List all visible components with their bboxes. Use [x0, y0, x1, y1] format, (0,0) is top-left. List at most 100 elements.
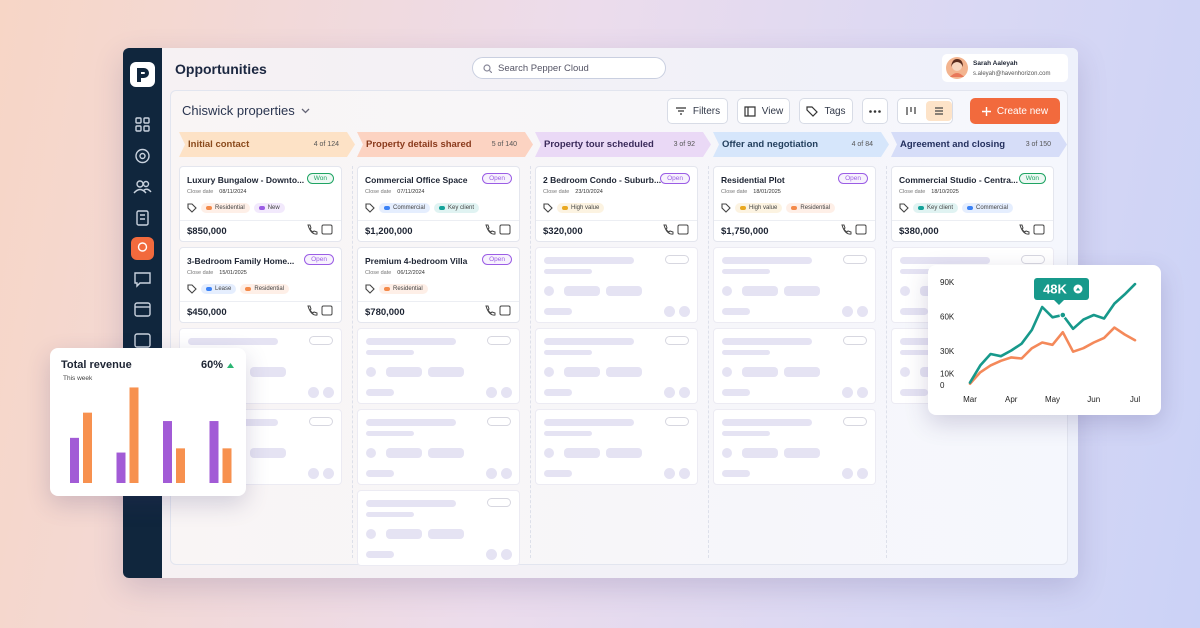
- placeholder-card: [357, 409, 520, 485]
- placeholder-bar: [722, 338, 812, 345]
- deal-card[interactable]: Luxury Bungalow - Downto... Won Close date…: [179, 166, 342, 242]
- phone-icon: [485, 224, 496, 235]
- placeholder-bar: [250, 448, 286, 458]
- tag-icon: [899, 203, 909, 213]
- placeholder-bar: [366, 389, 394, 396]
- placeholder-bar: [501, 468, 512, 479]
- placeholder-bar: [308, 387, 319, 398]
- placeholder-card: [357, 490, 520, 566]
- toolbar-button[interactable]: Filters: [667, 98, 728, 124]
- x-tick-label: Apr: [1005, 395, 1018, 404]
- placeholder-badge: [487, 417, 511, 426]
- board-selector[interactable]: Chiswick properties: [182, 103, 310, 118]
- column-count: 3 of 150: [1025, 141, 1051, 148]
- deal-amount: $320,000: [543, 226, 583, 237]
- placeholder-bar: [664, 468, 675, 479]
- create-button[interactable]: Create new: [970, 98, 1060, 124]
- line-series: [968, 326, 1137, 385]
- phone-icon: [307, 305, 318, 316]
- placeholder-bar: [606, 286, 642, 296]
- toolbar-button[interactable]: Tags: [799, 98, 853, 124]
- placeholder-bar: [722, 308, 750, 315]
- sidebar-icons: [130, 62, 155, 348]
- card-separator: [358, 301, 519, 302]
- tag-dot: [918, 206, 924, 210]
- placeholder-bar: [900, 367, 910, 377]
- search-placeholder: Search Pepper Cloud: [498, 62, 589, 74]
- placeholder-bar: [742, 286, 778, 296]
- user-chip[interactable]: Sarah Aaleyah s.aleyah@havenhorizon.com: [942, 54, 1068, 82]
- placeholder-bar: [501, 387, 512, 398]
- card-actions: [485, 305, 511, 316]
- date-value: 06/12/2024: [397, 270, 425, 276]
- tag-icon: [721, 203, 731, 213]
- deal-title: Commercial Office Space: [365, 175, 468, 185]
- tag-row: Key client Commercial: [899, 203, 1014, 213]
- callout-pointer: [1054, 300, 1064, 305]
- deal-card[interactable]: Commercial Studio - Centra... Won Close da…: [891, 166, 1054, 242]
- deal-title: 3-Bedroom Family Home...: [187, 256, 295, 266]
- tag-label: Commercial: [976, 205, 1009, 211]
- date-label: Close date: [365, 270, 392, 276]
- placeholder-badge: [487, 498, 511, 507]
- placeholder-bar: [428, 529, 464, 539]
- bar: [129, 387, 139, 483]
- tag-icon: [365, 203, 375, 213]
- placeholder-bar: [900, 350, 948, 355]
- tag-pill: High value: [735, 203, 783, 213]
- view-toggle[interactable]: [897, 98, 953, 124]
- phone-icon: [841, 224, 852, 235]
- date-value: 23/10/2024: [575, 189, 603, 195]
- deal-card[interactable]: 3-Bedroom Family Home... Open Close date 15…: [179, 247, 342, 323]
- status-badge: Won: [306, 173, 334, 184]
- placeholder-bar: [564, 367, 600, 377]
- close-date: Close date 15/01/2025: [187, 270, 247, 276]
- tag-label: Residential: [800, 205, 831, 211]
- bar: [83, 412, 92, 483]
- bar: [116, 452, 126, 483]
- placeholder-badge: [309, 336, 333, 345]
- tag-shape: [187, 203, 197, 213]
- tag-label: High value: [749, 205, 778, 211]
- phone-icon: [307, 224, 318, 235]
- placeholder-bar: [544, 389, 572, 396]
- button-label: View: [761, 105, 784, 117]
- bar: [70, 437, 79, 483]
- deal-title: Luxury Bungalow - Downto...: [187, 175, 305, 185]
- more-button[interactable]: [862, 98, 888, 124]
- icon-shape: [806, 105, 819, 117]
- card-separator: [180, 301, 341, 302]
- tag-shape: [899, 203, 909, 213]
- placeholder-bar: [722, 431, 770, 436]
- search-box[interactable]: Search Pepper Cloud: [472, 57, 666, 79]
- placeholder-bar: [501, 549, 512, 560]
- tag-label: Key client: [927, 205, 954, 211]
- search-icon: [483, 63, 492, 73]
- note-icon: [499, 305, 511, 316]
- deal-card[interactable]: 2 Bedroom Condo - Suburb... Open Close dat…: [535, 166, 698, 242]
- placeholder-bar: [544, 269, 592, 274]
- revenue-title: Total revenue: [61, 359, 132, 371]
- deal-card[interactable]: Commercial Office Space Open Close date 07/…: [357, 166, 520, 242]
- tag-pill: Key client: [913, 203, 959, 213]
- placeholder-bar: [722, 448, 732, 458]
- placeholder-bar: [679, 387, 690, 398]
- column-divider: [352, 166, 353, 558]
- column-name: Property details shared: [366, 139, 472, 150]
- toolbar-button[interactable]: View: [737, 98, 790, 124]
- placeholder-bar: [722, 419, 812, 426]
- placeholder-bar: [544, 350, 592, 355]
- placeholder-bar: [544, 448, 554, 458]
- sidebar: [123, 48, 162, 578]
- note-icon: [499, 224, 511, 235]
- deal-card[interactable]: Residential Plot Open Close date 18/01/2025…: [713, 166, 876, 242]
- callout-label: 48K: [1043, 281, 1067, 296]
- tag-dot: [740, 206, 746, 210]
- deal-card[interactable]: Premium 4-bedroom Villa Open Close date 06/…: [357, 247, 520, 323]
- tag-pill: New: [253, 203, 285, 213]
- nav-icons[interactable]: [133, 117, 152, 348]
- tag-row: Commercial Key client: [365, 203, 480, 213]
- nav-active[interactable]: [131, 237, 154, 260]
- placeholder-bar: [366, 367, 376, 377]
- placeholder-bar: [323, 387, 334, 398]
